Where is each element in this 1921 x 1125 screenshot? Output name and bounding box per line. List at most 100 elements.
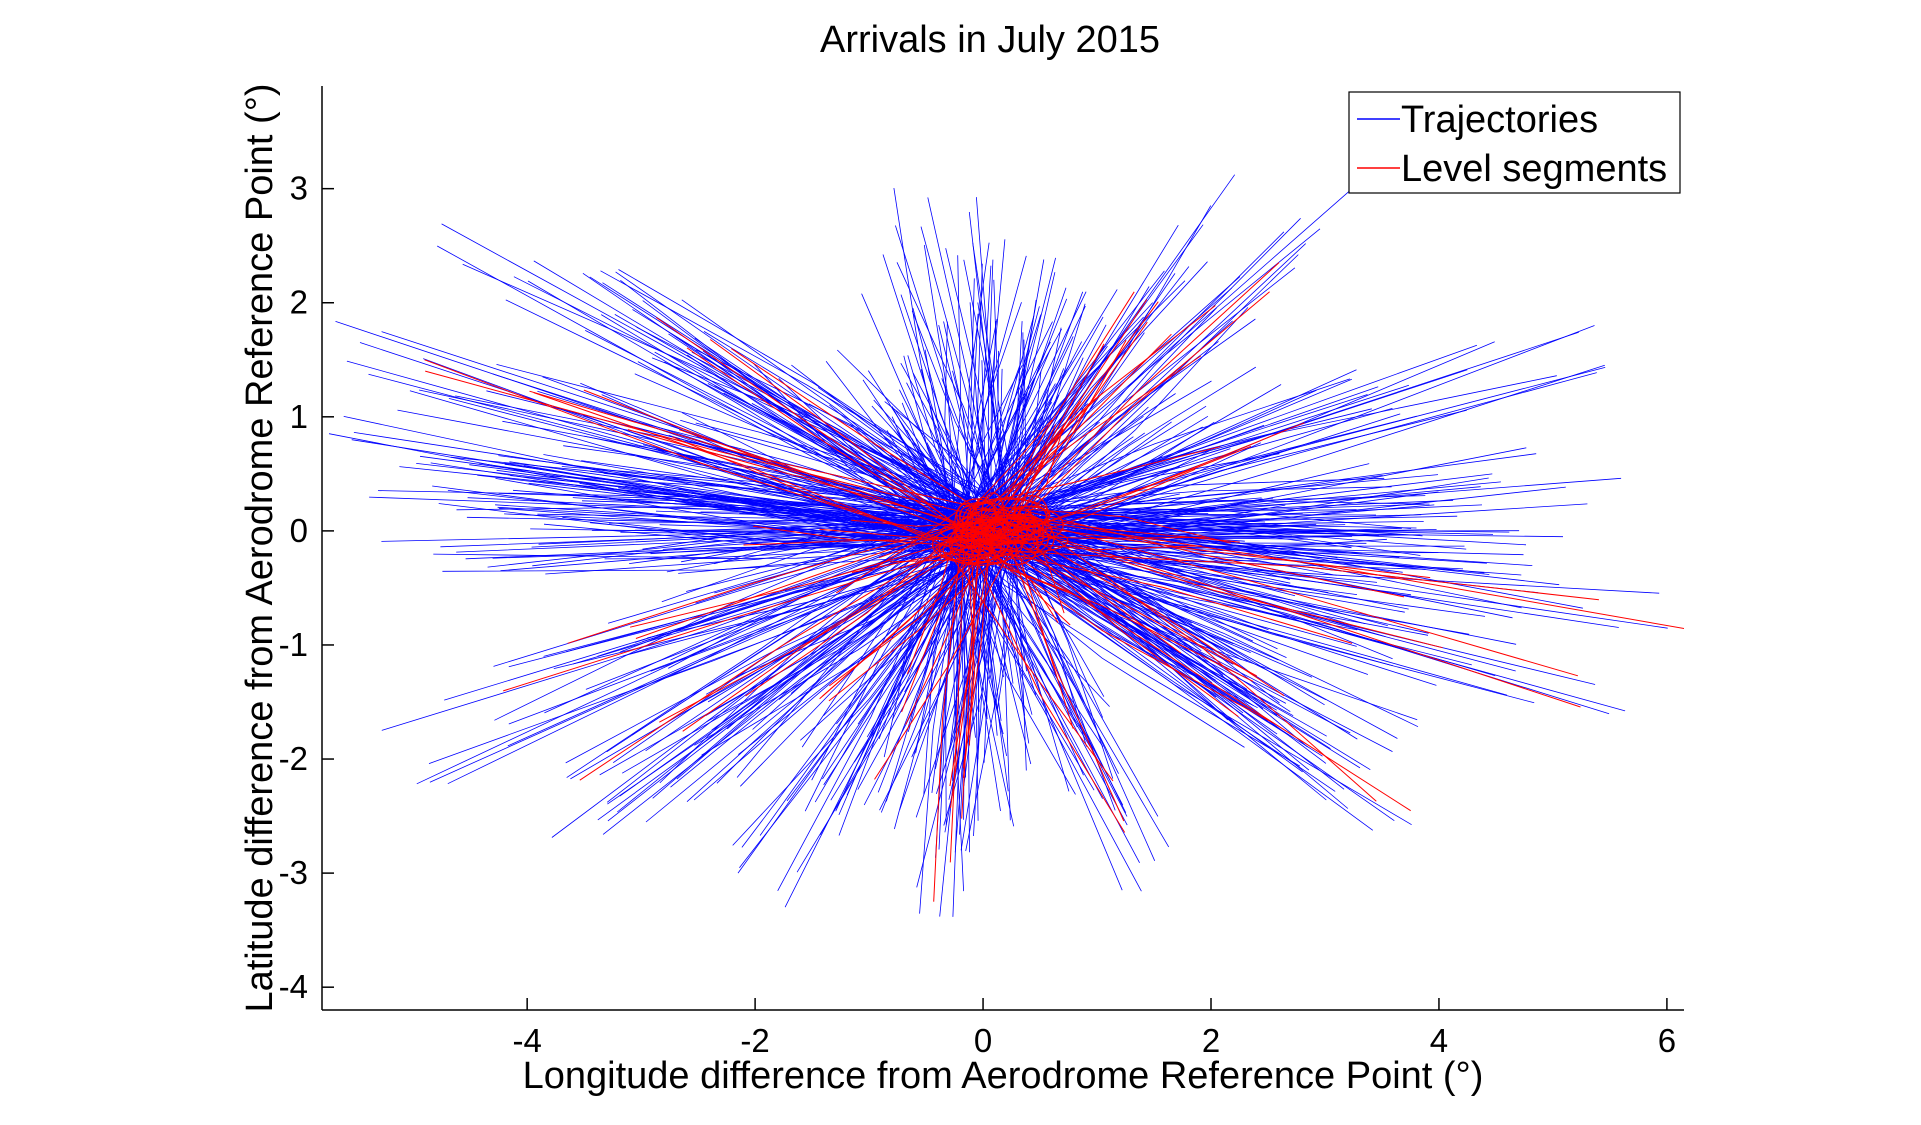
trajectory-line: [714, 509, 963, 565]
trajectory-line: [885, 523, 960, 802]
trajectory-line: [544, 510, 997, 714]
level-segment-line: [745, 513, 977, 697]
trajectory-line: [659, 524, 954, 552]
trajectory-line: [487, 519, 967, 568]
trajectory-line: [1006, 531, 1248, 662]
x-axis-label: Longitude difference from Aerodrome Refe…: [523, 1055, 1484, 1097]
x-tick-label: 0: [974, 1022, 992, 1059]
y-tick-label: 1: [290, 398, 308, 435]
level-segment-line: [949, 522, 1274, 724]
trajectory-line: [601, 394, 993, 549]
trajectory-line: [574, 494, 1016, 518]
trajectory-line: [527, 280, 964, 543]
level-segment-line: [1002, 542, 1258, 677]
trajectory-line: [726, 549, 952, 730]
trajectory-line: [617, 520, 954, 813]
level-segment-line: [533, 392, 971, 556]
axes-layer: [321, 86, 1684, 1011]
trajectory-line: [1012, 528, 1104, 718]
trajectory-line: [994, 394, 1368, 519]
level-segment-line: [989, 513, 1684, 629]
trajectory-line: [987, 314, 1042, 519]
trajectory-line: [972, 242, 1009, 514]
trajectory-line: [960, 302, 1022, 535]
trajectory-line: [938, 325, 1010, 539]
holding-loop: [987, 514, 1047, 541]
level-segment-line: [424, 359, 981, 553]
trajectory-line: [880, 526, 1004, 813]
trajectory-line: [949, 365, 1023, 528]
trajectory-line: [990, 239, 1006, 520]
legend: Trajectories Level segments: [1348, 91, 1681, 194]
level-segment-line: [950, 523, 983, 808]
trajectory-line: [896, 431, 959, 518]
trajectory-line: [980, 289, 1118, 520]
level-segment-line: [425, 370, 988, 519]
trajectory-line: [1000, 545, 1248, 690]
level-segment-line: [964, 523, 1411, 812]
trajectory-line: [650, 544, 949, 555]
trajectory-line: [508, 551, 953, 725]
trajectory-line: [984, 552, 1030, 744]
trajectory-line: [984, 270, 1165, 522]
level-segment-line: [933, 520, 964, 902]
holding-loop: [986, 520, 1049, 557]
trajectory-line: [1012, 553, 1535, 704]
trajectory-line: [433, 544, 987, 559]
level-segment-line: [835, 509, 960, 594]
level-segment-line: [981, 424, 1057, 534]
trajectory-line: [531, 532, 954, 548]
series-layer: [328, 174, 1684, 917]
trajectory-line: [955, 516, 1516, 672]
level-segment-line: [635, 508, 1007, 639]
level-segment-line: [1011, 531, 1074, 729]
trajectory-line: [343, 416, 998, 551]
level-segment-line: [731, 348, 976, 508]
trajectory-line: [659, 506, 967, 784]
level-segment-line: [1015, 527, 1285, 697]
trajectory-line: [991, 375, 1557, 511]
trajectory-line: [668, 528, 961, 669]
level-segment-line: [1014, 507, 1405, 598]
trajectory-line: [462, 263, 985, 508]
trajectory-line: [686, 354, 957, 521]
level-segment-line: [828, 545, 1011, 702]
y-tick-label: -2: [279, 740, 308, 777]
trajectory-line: [956, 532, 1374, 831]
holding-loop: [966, 497, 1048, 539]
trajectory-line: [1001, 525, 1533, 566]
trajectory-line: [752, 540, 984, 730]
trajectory-line: [1007, 535, 1213, 684]
trajectory-line: [661, 510, 953, 603]
series-level-segments: [424, 262, 1684, 902]
level-segment-line: [988, 262, 1280, 544]
level-segment-line: [579, 522, 986, 781]
trajectory-line: [990, 551, 1084, 776]
trajectory-line: [496, 364, 1018, 512]
trajectory-line: [983, 409, 1467, 544]
y-tick-label: -4: [279, 968, 308, 1005]
trajectory-line: [974, 401, 1053, 511]
trajectory-line: [1015, 552, 1027, 771]
x-tick-label: 4: [1430, 1022, 1448, 1059]
trajectory-line: [862, 379, 988, 533]
trajectory-line: [972, 541, 1465, 547]
trajectory-line: [981, 541, 1336, 792]
trajectory-line: [1003, 316, 1104, 525]
trajectory-line: [867, 370, 972, 513]
trajectory-line: [1017, 369, 1468, 510]
trajectory-line: [444, 532, 980, 701]
trajectory-line: [1004, 486, 1392, 507]
level-segment-line: [567, 523, 961, 644]
trajectory-line: [838, 536, 972, 816]
legend-label-level-segments: Level segments: [1401, 148, 1667, 190]
level-segment-holding-loops: [931, 492, 1069, 566]
y-tick-label: -3: [279, 854, 308, 891]
trajectory-line: [879, 541, 1012, 811]
trajectory-line: [551, 528, 972, 838]
trajectory-line: [655, 510, 979, 539]
trajectory-line: [600, 314, 1001, 554]
trajectory-line: [819, 530, 972, 835]
trajectory-line: [634, 553, 968, 643]
